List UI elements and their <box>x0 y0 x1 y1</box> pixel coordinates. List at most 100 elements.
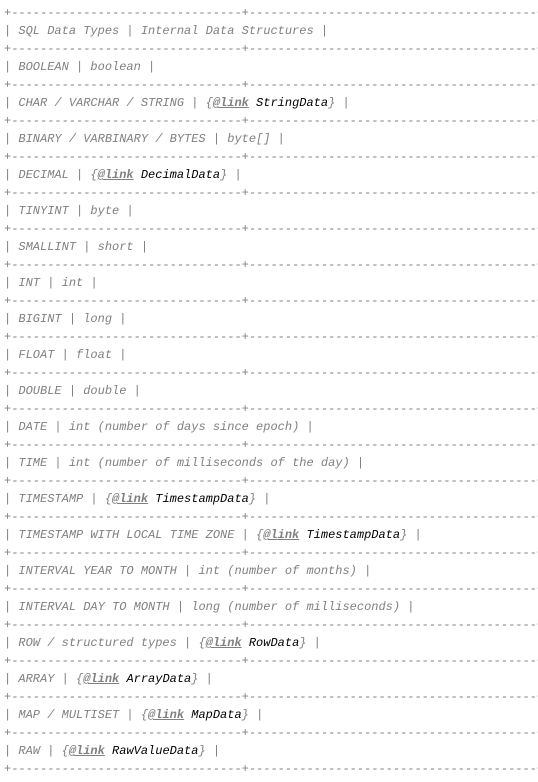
table-row: | SMALLINT | short | <box>4 238 534 256</box>
table-row: | TINYINT | byte | <box>4 202 534 220</box>
table-divider: +--------------------------------+------… <box>4 328 534 346</box>
internal-type-cell: {@link TimestampData} <box>105 492 263 506</box>
table-row: | TIME | int (number of milliseconds of … <box>4 454 534 472</box>
sql-type-cell: TINYINT <box>11 204 76 218</box>
sql-types-table: +--------------------------------+------… <box>4 4 534 778</box>
table-row: | CHAR / VARCHAR / STRING | {@link Strin… <box>4 94 534 112</box>
internal-type-cell: {@link RowData} <box>198 636 313 650</box>
table-row: | INTERVAL DAY TO MONTH | long (number o… <box>4 598 534 616</box>
internal-type-cell: {@link TimestampData} <box>256 528 414 542</box>
table-divider: +--------------------------------+------… <box>4 112 534 130</box>
table-divider: +--------------------------------+------… <box>4 544 534 562</box>
sql-type-cell: BIGINT <box>11 312 69 326</box>
table-row: | ROW / structured types | {@link RowDat… <box>4 634 534 652</box>
javadoc-link-tag: @link <box>148 708 184 722</box>
table-divider: +--------------------------------+------… <box>4 292 534 310</box>
table-divider: +--------------------------------+------… <box>4 724 534 742</box>
table-divider: +--------------------------------+------… <box>4 400 534 418</box>
internal-type-cell: byte[] <box>227 132 277 146</box>
table-divider: +--------------------------------+------… <box>4 616 534 634</box>
internal-type-cell: short <box>98 240 141 254</box>
sql-type-cell: ARRAY <box>11 672 61 686</box>
table-header-row: | SQL Data Types | Internal Data Structu… <box>4 22 534 40</box>
table-row: | INTERVAL YEAR TO MONTH | int (number o… <box>4 562 534 580</box>
table-divider: +--------------------------------+------… <box>4 436 534 454</box>
sql-type-cell: BINARY / VARBINARY / BYTES <box>11 132 213 146</box>
table-row: | BINARY / VARBINARY / BYTES | byte[] | <box>4 130 534 148</box>
internal-type-cell: {@link DecimalData} <box>90 168 234 182</box>
javadoc-link-tag: @link <box>206 636 242 650</box>
sql-type-cell: FLOAT <box>11 348 61 362</box>
table-divider: +--------------------------------+------… <box>4 40 534 58</box>
javadoc-link-class: TimestampData <box>148 492 249 506</box>
sql-type-cell: DECIMAL <box>11 168 76 182</box>
table-row: | DATE | int (number of days since epoch… <box>4 418 534 436</box>
internal-type-cell: {@link StringData} <box>206 96 343 110</box>
sql-type-cell: DOUBLE <box>11 384 69 398</box>
sql-type-cell: TIMESTAMP WITH LOCAL TIME ZONE <box>11 528 241 542</box>
table-row: | INT | int | <box>4 274 534 292</box>
internal-type-cell: int <box>62 276 91 290</box>
sql-type-cell: INTERVAL DAY TO MONTH <box>11 600 177 614</box>
javadoc-link-class: StringData <box>249 96 328 110</box>
sql-type-cell: INTERVAL YEAR TO MONTH <box>11 564 184 578</box>
table-divider: +--------------------------------+------… <box>4 220 534 238</box>
table-row: | DECIMAL | {@link DecimalData} | <box>4 166 534 184</box>
sql-type-cell: CHAR / VARCHAR / STRING <box>11 96 191 110</box>
sql-type-cell: SQL Data Types <box>11 24 126 38</box>
table-divider: +--------------------------------+------… <box>4 472 534 490</box>
table-row: | RAW | {@link RawValueData} | <box>4 742 534 760</box>
javadoc-link-tag: @link <box>69 744 105 758</box>
table-divider: +--------------------------------+------… <box>4 688 534 706</box>
sql-type-cell: SMALLINT <box>11 240 83 254</box>
javadoc-link-tag: @link <box>98 168 134 182</box>
javadoc-link-class: DecimalData <box>134 168 220 182</box>
javadoc-link-class: TimestampData <box>299 528 400 542</box>
internal-type-cell: long (number of milliseconds) <box>191 600 407 614</box>
table-row: | FLOAT | float | <box>4 346 534 364</box>
table-divider: +--------------------------------+------… <box>4 4 534 22</box>
table-divider: +--------------------------------+------… <box>4 364 534 382</box>
internal-type-cell: {@link MapData} <box>141 708 256 722</box>
javadoc-link-class: MapData <box>184 708 242 722</box>
internal-type-cell: int (number of months) <box>198 564 364 578</box>
internal-type-cell: float <box>76 348 119 362</box>
table-row: | ARRAY | {@link ArrayData} | <box>4 670 534 688</box>
sql-type-cell: RAW <box>11 744 47 758</box>
javadoc-link-class: ArrayData <box>119 672 191 686</box>
sql-type-cell: DATE <box>11 420 54 434</box>
table-row: | MAP / MULTISET | {@link MapData} | <box>4 706 534 724</box>
table-divider: +--------------------------------+------… <box>4 580 534 598</box>
table-divider: +--------------------------------+------… <box>4 148 534 166</box>
sql-type-cell: BOOLEAN <box>11 60 76 74</box>
table-row: | TIMESTAMP | {@link TimestampData} | <box>4 490 534 508</box>
javadoc-link-tag: @link <box>83 672 119 686</box>
internal-type-cell: long <box>83 312 119 326</box>
internal-type-cell: {@link ArrayData} <box>76 672 206 686</box>
table-divider: +--------------------------------+------… <box>4 184 534 202</box>
internal-type-cell: double <box>83 384 133 398</box>
javadoc-link-tag: @link <box>263 528 299 542</box>
table-row: | DOUBLE | double | <box>4 382 534 400</box>
table-divider: +--------------------------------+------… <box>4 76 534 94</box>
table-row: | TIMESTAMP WITH LOCAL TIME ZONE | {@lin… <box>4 526 534 544</box>
internal-type-cell: {@link RawValueData} <box>62 744 213 758</box>
sql-type-cell: MAP / MULTISET <box>11 708 126 722</box>
table-row: | BOOLEAN | boolean | <box>4 58 534 76</box>
javadoc-link-class: RowData <box>242 636 300 650</box>
table-row: | BIGINT | long | <box>4 310 534 328</box>
javadoc-link-tag: @link <box>112 492 148 506</box>
sql-type-cell: TIMESTAMP <box>11 492 90 506</box>
table-divider: +--------------------------------+------… <box>4 508 534 526</box>
javadoc-link-tag: @link <box>213 96 249 110</box>
internal-type-cell: int (number of days since epoch) <box>69 420 307 434</box>
table-divider: +--------------------------------+------… <box>4 256 534 274</box>
sql-type-cell: TIME <box>11 456 54 470</box>
sql-type-cell: INT <box>11 276 47 290</box>
internal-type-cell: byte <box>90 204 126 218</box>
table-divider: +--------------------------------+------… <box>4 652 534 670</box>
internal-type-cell: int (number of milliseconds of the day) <box>69 456 350 470</box>
javadoc-link-class: RawValueData <box>105 744 199 758</box>
sql-type-cell: ROW / structured types <box>11 636 184 650</box>
internal-type-cell: boolean <box>90 60 148 74</box>
